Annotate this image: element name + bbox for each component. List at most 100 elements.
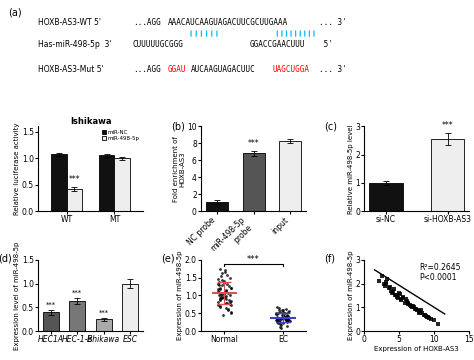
Point — [396, 291, 404, 297]
Point — [388, 290, 396, 296]
Point — [216, 296, 224, 301]
Text: HOXB-AS3-Mut 5': HOXB-AS3-Mut 5' — [38, 65, 104, 74]
Bar — [51, 154, 67, 211]
Point — [280, 320, 287, 326]
Bar — [122, 284, 138, 331]
Point — [408, 305, 416, 310]
Text: (b): (b) — [172, 121, 185, 131]
Point — [386, 284, 394, 290]
Y-axis label: Expression of miR-498-5p: Expression of miR-498-5p — [347, 251, 354, 340]
Point — [285, 317, 292, 323]
Point — [416, 310, 423, 315]
Point — [397, 296, 405, 302]
Point — [283, 306, 290, 312]
Text: (c): (c) — [324, 121, 337, 131]
Point — [224, 300, 231, 306]
Point — [219, 312, 227, 318]
Bar — [67, 189, 82, 211]
Point — [222, 305, 229, 311]
Point — [216, 290, 224, 296]
Point — [383, 281, 390, 287]
Point — [215, 279, 223, 285]
Text: (f): (f) — [324, 254, 335, 264]
Point — [222, 296, 229, 302]
Point — [222, 288, 229, 294]
Point — [410, 303, 417, 309]
Point — [218, 277, 226, 283]
Point — [283, 323, 291, 329]
Y-axis label: Relative luciferase activity: Relative luciferase activity — [14, 122, 20, 215]
Text: R²=0.2645: R²=0.2645 — [419, 263, 460, 272]
Point — [272, 318, 280, 323]
Point — [284, 313, 292, 319]
Title: Ishikawa: Ishikawa — [70, 117, 111, 126]
Point — [402, 296, 410, 302]
Y-axis label: Expression level of miR-498-5p: Expression level of miR-498-5p — [14, 241, 20, 350]
Text: AAACAUCAAGUAGACUUCGCUUGAAA: AAACAUCAAGUAGACUUCGCUUGAAA — [168, 18, 288, 27]
Point — [382, 279, 390, 285]
Point — [273, 319, 281, 324]
Point — [216, 304, 223, 310]
Point — [215, 289, 222, 294]
Text: P<0.0001: P<0.0001 — [419, 273, 456, 282]
Text: ***: *** — [248, 139, 259, 148]
Text: 5': 5' — [319, 40, 333, 49]
Point — [280, 313, 287, 319]
Point — [283, 314, 290, 319]
Point — [222, 301, 229, 306]
Point — [214, 302, 222, 308]
Point — [214, 299, 221, 305]
Point — [430, 318, 438, 323]
Point — [223, 272, 230, 278]
Bar — [243, 153, 264, 211]
Point — [214, 281, 222, 287]
Point — [225, 297, 233, 303]
Point — [385, 285, 392, 291]
Point — [218, 294, 225, 300]
Point — [390, 287, 397, 292]
Point — [413, 307, 420, 312]
Point — [277, 325, 285, 330]
Point — [404, 300, 412, 306]
Point — [225, 284, 232, 289]
Text: (a): (a) — [8, 8, 21, 17]
Point — [224, 306, 232, 311]
Text: ... 3': ... 3' — [319, 65, 347, 74]
Text: (e): (e) — [161, 254, 174, 264]
Point — [274, 318, 282, 324]
Bar — [206, 202, 228, 211]
Point — [227, 298, 235, 304]
Point — [281, 310, 289, 315]
Point — [216, 266, 224, 271]
Point — [216, 285, 224, 291]
Point — [218, 270, 226, 276]
Point — [282, 315, 290, 321]
Point — [224, 307, 231, 312]
Point — [218, 295, 226, 301]
Point — [282, 314, 290, 320]
Y-axis label: Expression of miR-498-5p: Expression of miR-498-5p — [177, 251, 183, 340]
Point — [217, 297, 224, 303]
Point — [389, 289, 397, 295]
Point — [279, 315, 286, 320]
Point — [416, 309, 424, 315]
Point — [282, 317, 290, 323]
Point — [273, 316, 281, 321]
Point — [222, 293, 230, 299]
Y-axis label: Fold enrichment of
HOXB-AS3: Fold enrichment of HOXB-AS3 — [173, 136, 186, 202]
Point — [380, 281, 387, 287]
Text: ...AGG: ...AGG — [133, 18, 161, 27]
X-axis label: Expression of HOXB-AS3: Expression of HOXB-AS3 — [374, 346, 459, 352]
Bar — [430, 139, 465, 211]
Text: CUUUUUGCGGG: CUUUUUGCGGG — [133, 40, 184, 49]
Point — [275, 307, 283, 313]
Point — [276, 315, 284, 321]
Point — [216, 293, 223, 298]
Point — [281, 316, 288, 322]
Point — [399, 294, 406, 300]
Point — [391, 292, 399, 298]
Point — [277, 322, 284, 328]
Point — [286, 318, 293, 324]
Point — [417, 307, 425, 313]
Point — [226, 299, 234, 305]
